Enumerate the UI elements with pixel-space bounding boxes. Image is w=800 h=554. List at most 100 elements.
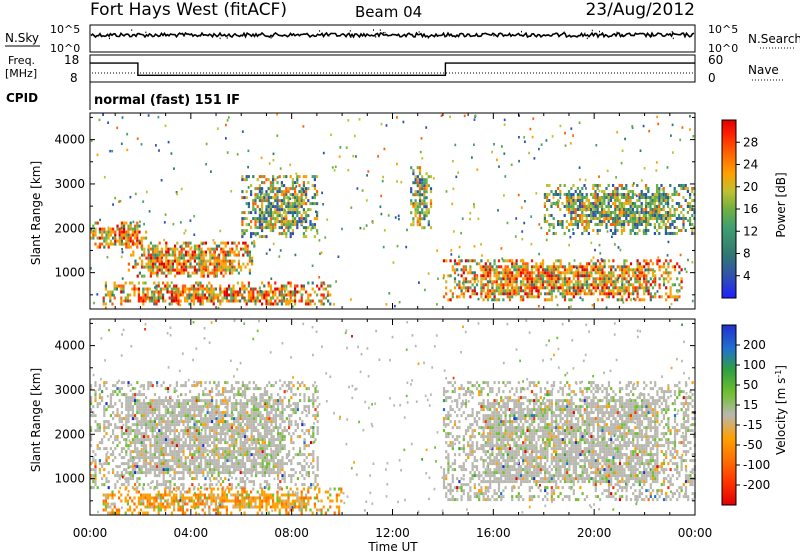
heatmap-cell [258,299,261,303]
heatmap-cell [629,292,633,296]
heatmap-cell [464,286,468,290]
heatmap-cell [237,262,240,266]
heatmap-noise [518,136,520,139]
heatmap-cell [235,253,238,257]
heatmap-cell [222,453,225,457]
heatmap-noise [605,306,608,309]
heatmap-cell [200,456,203,460]
heatmap-cell [169,483,172,487]
heatmap-cell [576,226,579,229]
heatmap-cell [159,290,162,294]
heatmap-cell [184,459,187,463]
heatmap-cell [265,178,268,182]
heatmap-cell [241,296,244,300]
heatmap-cell [158,411,161,415]
heatmap-cell [647,223,650,226]
heatmap-cell [156,441,159,445]
heatmap-cell [116,426,119,430]
heatmap-cell [563,289,567,293]
heatmap-cell [230,387,233,391]
heatmap-cell [176,271,179,275]
heatmap-cell [572,208,575,211]
heatmap-cell [274,287,277,291]
heatmap-cell [237,253,240,257]
heatmap-cell [269,196,272,200]
heatmap-cell [125,414,128,418]
heatmap-cell [495,298,498,302]
heatmap-noise [452,230,455,233]
heatmap-cell [526,268,529,272]
heatmap-cell [215,426,218,430]
heatmap-cell [530,259,534,263]
heatmap-cell [178,253,181,257]
heatmap-cell [153,296,156,300]
heatmap-cell [180,262,183,266]
heatmap-noise [585,209,588,212]
heatmap-cell [134,417,137,421]
heatmap-noise [555,203,557,206]
heatmap-noise [147,114,150,117]
heatmap-cell [175,429,178,433]
heatmap-cell [471,271,474,275]
heatmap-cell [548,193,551,196]
heatmap-cell [627,289,630,293]
heatmap-cell [614,268,617,272]
heatmap-cell [169,444,172,448]
heatmap-cell [157,290,160,294]
heatmap-cell [678,229,681,232]
heatmap-cell [645,208,648,211]
heatmap-cell [302,232,305,236]
heatmap-cell [224,462,227,466]
heatmap-cell [673,208,676,211]
heatmap-cell [167,444,170,448]
heatmap-cell [585,226,588,229]
heatmap-cell [605,280,608,284]
heatmap-cell [123,393,126,397]
heatmap-cell [191,408,194,412]
heatmap-cell [300,199,303,203]
heatmap-cell [178,456,181,460]
heatmap-cell [245,217,248,221]
heatmap-cell [129,441,132,445]
heatmap-cell [561,289,564,293]
heatmap-cell [215,268,218,272]
heatmap-cell [142,447,145,451]
heatmap-cell [590,193,593,196]
heatmap-cell [142,293,145,297]
heatmap-noise [120,142,123,145]
heatmap-cell [530,280,534,284]
heatmap-cell [508,289,512,293]
heatmap-cell [568,211,571,214]
heatmap-cell [195,465,198,469]
heatmap-cell [164,411,167,415]
heatmap-cell [114,438,117,442]
heatmap-cell [215,420,218,424]
heatmap-cell [175,459,178,463]
heatmap-cell [103,236,106,240]
heatmap-cell [511,277,514,281]
heatmap-cell [140,471,143,475]
heatmap-cell [151,459,154,463]
heatmap-cell [565,220,568,223]
heatmap-cell [182,259,185,263]
heatmap-cell [664,214,667,217]
heatmap-noise [510,163,513,166]
heatmap-cell [515,283,518,287]
heatmap-noise [289,302,291,305]
heatmap-noise [382,175,384,179]
heatmap-cell [603,199,606,202]
heatmap-cell [199,299,202,303]
heatmap-cell [495,289,498,293]
heatmap-cell [467,271,470,275]
heatmap-cell [178,402,181,406]
heatmap-cell [215,271,218,275]
heatmap-cell [204,393,207,397]
heatmap-cell [241,196,244,200]
heatmap-cell [123,447,126,451]
heatmap-cell [144,296,147,300]
heatmap-noise [397,214,400,218]
heatmap-noise [255,225,258,229]
heatmap-cell [653,193,656,196]
heatmap-cell [158,256,161,260]
heatmap-cell [296,205,299,209]
